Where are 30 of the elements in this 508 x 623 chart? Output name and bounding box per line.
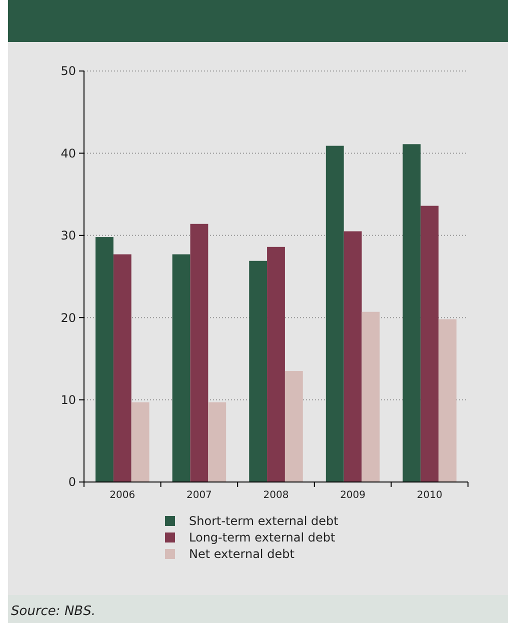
bar [402, 144, 421, 482]
x-tick-label: 2006 [110, 490, 136, 501]
x-tick-label: 2010 [416, 490, 442, 501]
bar [190, 224, 208, 482]
y-tick-label: 30 [60, 228, 76, 243]
legend-label: Long-term external debt [189, 530, 336, 544]
bar [131, 402, 150, 482]
bar [326, 146, 344, 482]
bar [420, 206, 439, 482]
bar [438, 319, 456, 482]
legend-label: Short-term external debt [189, 514, 339, 528]
x-tick-label: 2007 [186, 490, 212, 501]
legend-label: Net external debt [189, 547, 295, 561]
bar [267, 246, 285, 482]
y-tick-label: 0 [68, 475, 76, 490]
bar [344, 231, 362, 482]
bar [208, 402, 226, 482]
source-note: Source: NBS. [11, 604, 96, 619]
bar [362, 312, 380, 482]
bar [284, 371, 303, 482]
bar [249, 260, 268, 482]
bar [96, 237, 114, 482]
bar [172, 254, 190, 482]
x-tick-label: 2009 [340, 490, 366, 501]
y-tick-label: 10 [60, 393, 76, 407]
x-tick-label: 2008 [263, 490, 289, 501]
bar [113, 254, 132, 482]
y-tick-label: 50 [60, 64, 76, 78]
y-tick-label: 20 [60, 310, 76, 325]
y-tick-label: 40 [60, 146, 76, 160]
